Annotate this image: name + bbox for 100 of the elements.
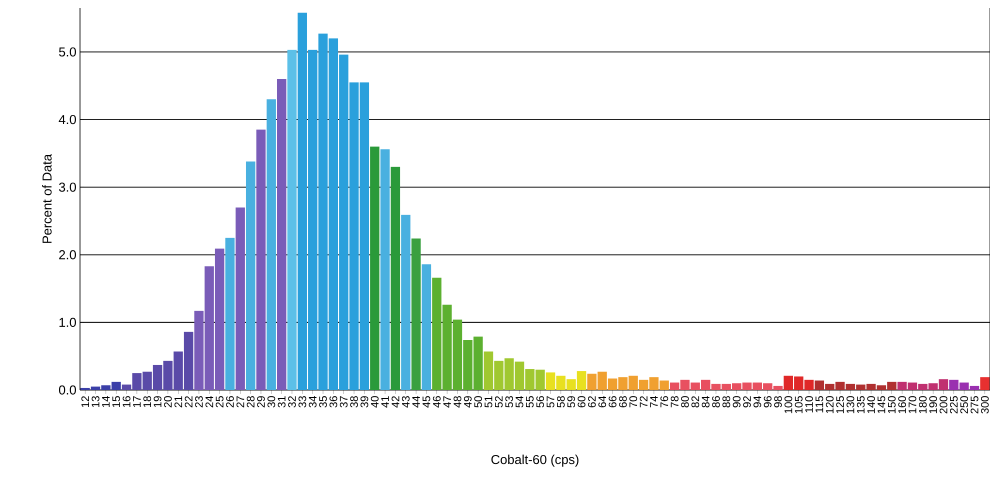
y-tick-label: 4.0 [58, 114, 76, 124]
x-tick-label: 72 [640, 396, 648, 408]
x-tick-label: 44 [412, 396, 420, 408]
x-tick-label: 37 [340, 396, 348, 408]
x-tick-label: 50 [474, 396, 482, 408]
x-tick-label: 27 [236, 396, 244, 408]
bar [422, 264, 432, 390]
x-tick-label: 115 [816, 396, 824, 412]
x-tick-label: 300 [980, 396, 989, 414]
y-tick-label: 2.0 [59, 250, 76, 260]
x-tick-label: 46 [432, 396, 441, 408]
x-tick-label: 31 [278, 396, 286, 408]
x-tick-label: 40 [370, 396, 379, 408]
x-tick-label: 16 [122, 396, 130, 408]
x-tick-label: 34 [308, 396, 317, 408]
x-tick-label: 29 [257, 396, 265, 408]
x-tick-label: 90 [732, 396, 741, 408]
x-tick-label: 32 [288, 396, 296, 408]
bar [277, 78, 286, 390]
x-tick-label: 84 [702, 396, 710, 408]
x-tick-label: 14 [102, 396, 110, 408]
x-tick-label: 62 [588, 396, 596, 408]
x-tick-label: 57 [546, 396, 554, 408]
x-tick-label: 13 [92, 396, 100, 408]
x-tick-label: 54 [516, 396, 524, 408]
x-tick-label: 53 [505, 396, 514, 408]
x-tick-label: 160 [898, 396, 906, 414]
x-tick-label: 28 [246, 396, 255, 408]
x-tick-label: 130 [846, 396, 854, 414]
bar [246, 161, 256, 390]
x-tick-label: 110 [805, 396, 813, 412]
y-tick-label: 1.0 [59, 318, 76, 327]
x-tick-label: 55 [526, 396, 534, 408]
x-tick-label: 88 [722, 396, 730, 408]
x-tick-label: 30 [267, 396, 276, 408]
x-tick-label: 120 [826, 396, 834, 414]
x-tick-label: 140 [867, 396, 875, 414]
bar [390, 166, 400, 390]
x-tick-label: 190 [929, 396, 938, 414]
bar [411, 238, 421, 390]
bar [236, 207, 245, 390]
y-tick-label: 3.0 [58, 182, 76, 192]
x-tick-label: 20 [164, 396, 172, 408]
x-tick-label: 51 [484, 396, 492, 408]
x-tick-label: 125 [836, 396, 844, 414]
x-tick-label: 25 [216, 396, 224, 408]
x-tick-label: 23 [195, 396, 203, 408]
x-tick-label: 36 [329, 396, 338, 408]
x-tick-label: 66 [608, 396, 616, 408]
x-tick-label: 12 [81, 396, 90, 408]
x-tick-label: 38 [350, 396, 358, 408]
x-tick-label: 92 [743, 396, 751, 408]
y-tick-label: 5.0 [59, 47, 76, 57]
bar [225, 238, 235, 390]
x-tick-label: 41 [381, 396, 389, 408]
x-tick-label: 17 [133, 396, 141, 408]
x-tick-label: 82 [691, 396, 700, 408]
x-tick-label: 76 [660, 396, 668, 408]
x-tick-label: 68 [619, 396, 627, 408]
y-axis-title: Percent of Data [42, 154, 52, 243]
x-tick-label: 145 [878, 396, 886, 414]
x-tick-label: 74 [650, 396, 658, 408]
x-tick-label: 250 [960, 396, 968, 414]
bar [980, 377, 990, 390]
x-tick-label: 150 [888, 396, 896, 414]
x-tick-label: 105 [794, 396, 803, 414]
x-tick-label: 94 [753, 396, 762, 408]
x-tick-label: 22 [184, 396, 192, 408]
bar [256, 130, 266, 390]
x-tick-label: 56 [536, 396, 544, 408]
x-axis-title: Cobalt-60 (cps) [491, 454, 578, 467]
x-tick-label: 225 [950, 396, 958, 414]
x-tick-label: 35 [319, 396, 327, 408]
x-tick-label: 24 [205, 396, 214, 408]
x-tick-label: 86 [712, 396, 720, 408]
x-tick-label: 49 [464, 396, 472, 408]
x-tick-label: 64 [598, 396, 606, 408]
x-tick-label: 59 [567, 396, 576, 408]
bar [287, 50, 297, 390]
bar [266, 99, 276, 390]
x-tick-label: 80 [681, 396, 689, 408]
x-tick-label: 42 [392, 396, 400, 408]
x-tick-label: 180 [918, 396, 927, 414]
x-tick-label: 58 [556, 396, 565, 408]
y-tick-label: 0.0 [58, 385, 76, 395]
x-tick-label: 45 [422, 396, 430, 408]
x-tick-label: 96 [764, 396, 772, 408]
x-tick-label: 100 [784, 396, 792, 414]
x-tick-label: 275 [970, 396, 978, 414]
x-tick-label: 21 [174, 396, 182, 408]
x-tick-label: 70 [629, 396, 638, 408]
bar [401, 214, 410, 390]
x-tick-label: 15 [112, 396, 120, 408]
x-tick-label: 47 [443, 396, 451, 408]
x-tick-label: 78 [670, 396, 678, 408]
x-tick-label: 18 [143, 396, 152, 408]
bar [380, 149, 390, 390]
x-tick-label: 26 [226, 396, 234, 408]
x-tick-label: 52 [494, 396, 503, 408]
x-tick-label: 98 [774, 396, 782, 408]
